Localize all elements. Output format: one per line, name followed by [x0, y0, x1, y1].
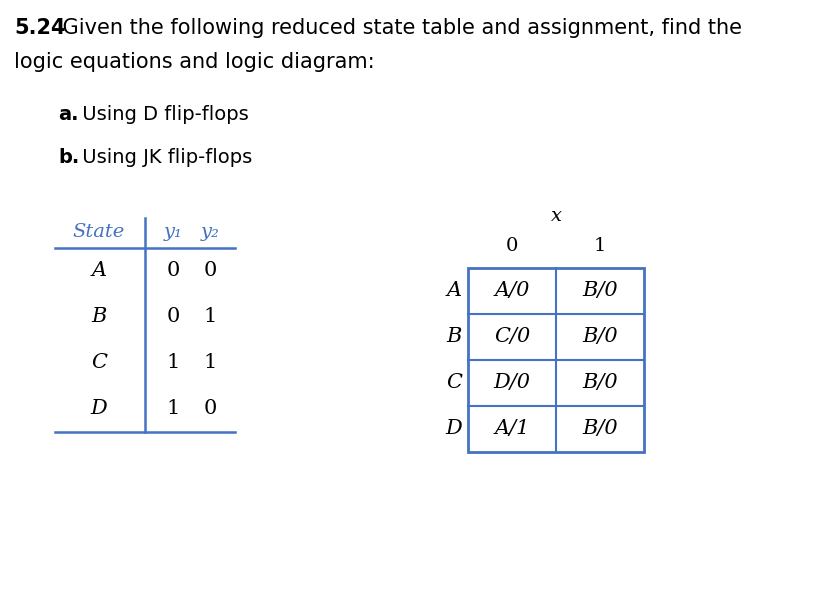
Text: D: D [90, 400, 107, 418]
Text: D/0: D/0 [493, 373, 531, 393]
Text: A: A [91, 262, 106, 280]
Text: D: D [446, 420, 462, 438]
Text: 1: 1 [594, 237, 606, 255]
Text: B: B [446, 327, 461, 347]
Text: b.: b. [58, 148, 79, 167]
Text: Using D flip-flops: Using D flip-flops [76, 105, 249, 124]
Text: y₂: y₂ [201, 223, 219, 241]
Text: a.: a. [58, 105, 79, 124]
Text: 1: 1 [203, 353, 217, 373]
Text: C/0: C/0 [494, 327, 530, 347]
Bar [468, 268, 644, 452]
Text: State: State [73, 223, 125, 241]
Text: B/0: B/0 [582, 373, 618, 393]
Text: B/0: B/0 [582, 420, 618, 438]
Text: 0: 0 [203, 262, 217, 280]
Text: x: x [550, 207, 562, 225]
Text: Using JK flip-flops: Using JK flip-flops [76, 148, 252, 167]
Text: B/0: B/0 [582, 282, 618, 300]
Text: B: B [91, 308, 107, 326]
Text: 1: 1 [166, 353, 180, 373]
Text: 0: 0 [166, 262, 180, 280]
Text: B/0: B/0 [582, 327, 618, 347]
Text: A: A [446, 282, 461, 300]
Text: 1: 1 [203, 308, 217, 326]
Text: 0: 0 [166, 308, 180, 326]
Text: Given the following reduced state table and assignment, find the: Given the following reduced state table … [56, 18, 742, 38]
Text: C: C [446, 373, 462, 393]
Text: C: C [91, 353, 107, 373]
Text: A/0: A/0 [494, 282, 530, 300]
Text: 0: 0 [203, 400, 217, 418]
Text: A/1: A/1 [494, 420, 530, 438]
Text: y₁: y₁ [164, 223, 182, 241]
Text: 5.24: 5.24 [14, 18, 65, 38]
Text: 0: 0 [506, 237, 518, 255]
Text: 1: 1 [166, 400, 180, 418]
Text: logic equations and logic diagram:: logic equations and logic diagram: [14, 52, 375, 72]
